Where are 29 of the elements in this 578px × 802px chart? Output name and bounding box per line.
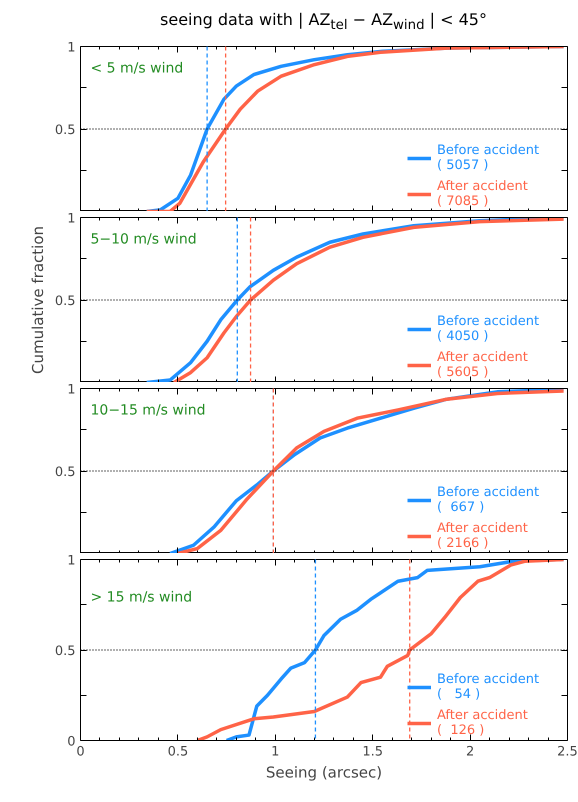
legend-label: Before accident ( 4050 ): [437, 314, 540, 344]
y-tick-label: 0: [67, 734, 76, 750]
annotation: 10−15 m/s wind: [90, 402, 206, 418]
legend-label: After accident ( 7085 ): [437, 179, 528, 209]
y-tick-label: 1: [67, 40, 76, 56]
legend-label: After accident ( 5605 ): [437, 350, 528, 380]
y-tick-label: 0.5: [54, 465, 76, 480]
annotation: > 15 m/s wind: [90, 590, 192, 606]
y-tick-label: 1: [67, 554, 76, 568]
annotation: 5−10 m/s wind: [90, 232, 197, 248]
x-tick-label: 1: [271, 744, 280, 760]
x-axis-title: Seeing (arcsec): [266, 764, 382, 782]
legend-label: After accident ( 2166 ): [437, 521, 528, 551]
legend-label: Before accident ( 667 ): [437, 485, 540, 515]
legend-label: Before accident ( 54 ): [437, 672, 540, 702]
y-tick-label: 0.5: [54, 294, 76, 309]
x-tick-label: 1.5: [362, 744, 384, 760]
y-tick-label: 1: [67, 382, 76, 398]
annotation: < 5 m/s wind: [90, 60, 184, 76]
legend-label: After accident ( 126 ): [437, 708, 528, 738]
y-axis-title: Cumulative fraction: [28, 226, 47, 374]
chart-title: seeing data with | AZ$_{tel}$ − AZ$_{wind}$ | < 45°: [160, 9, 487, 36]
y-tick-label: 0.5: [54, 123, 76, 138]
x-tick-label: 0.5: [168, 744, 188, 760]
y-tick-label: 0.5: [54, 644, 76, 659]
x-tick-label: 2.5: [557, 744, 578, 760]
x-tick-label: 2: [466, 744, 474, 760]
y-tick-label: 1: [67, 212, 76, 226]
legend-label: Before accident ( 5057 ): [437, 143, 540, 173]
